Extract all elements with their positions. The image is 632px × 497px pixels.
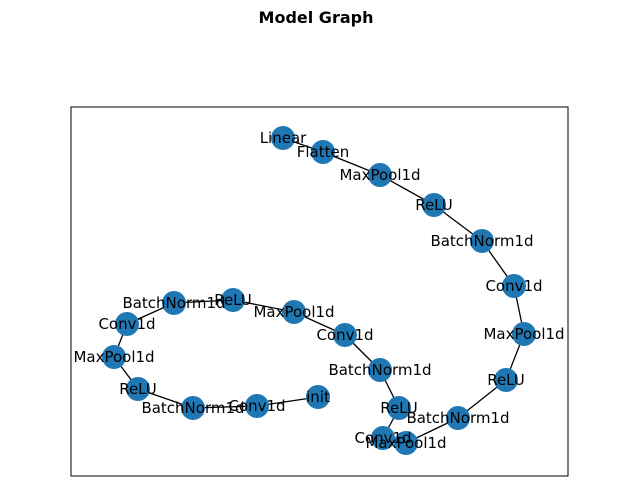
node-relu_d [221,288,245,312]
node-label-flatten: Flatten [297,143,350,161]
node-label-batchnorm_a: BatchNorm1d [430,232,533,250]
node-label-init: init [306,388,330,406]
node-batchnorm_e [181,396,205,420]
nodes-layer [102,126,536,455]
node-label-linear: Linear [260,129,307,147]
node-batchnorm_a [470,229,494,253]
node-conv_b [371,426,395,450]
node-label-relu_e: ReLU [119,380,157,398]
node-label-conv_b: Conv1d [354,429,411,447]
node-label-relu_c: ReLU [380,399,418,417]
node-init [306,385,330,409]
node-label-maxpool_d: MaxPool1d [253,303,334,321]
node-label-maxpool_e: MaxPool1d [73,348,154,366]
node-relu_c [387,396,411,420]
node-conv_a [502,274,526,298]
labels-layer: LinearFlattenMaxPool1dReLUBatchNorm1dCon… [73,129,564,452]
node-maxpool_c [394,431,418,455]
node-label-batchnorm_c: BatchNorm1d [328,361,431,379]
node-relu_a [422,193,446,217]
node-label-relu_d: ReLU [214,291,252,309]
node-batchnorm_c [368,358,392,382]
plot-frame [70,106,569,477]
node-label-batchnorm_b: BatchNorm1d [406,409,509,427]
node-label-conv_a: Conv1d [485,277,542,295]
node-maxpool_b [512,322,536,346]
node-label-conv_e: Conv1d [228,397,285,415]
node-maxpool_d [282,300,306,324]
node-relu_b [494,368,518,392]
node-label-relu_a: ReLU [415,196,453,214]
node-flatten [311,140,335,164]
node-label-batchnorm_d: BatchNorm1d [122,294,225,312]
node-maxpool_a [368,163,392,187]
node-label-conv_d: Conv1d [98,315,155,333]
node-linear [271,126,295,150]
node-label-maxpool_c: MaxPool1d [365,434,446,452]
node-conv_d [115,312,139,336]
node-maxpool_e [102,345,126,369]
node-label-conv_c: Conv1d [316,326,373,344]
node-batchnorm_d [162,291,186,315]
node-conv_e [245,394,269,418]
node-label-maxpool_b: MaxPool1d [483,325,564,343]
node-relu_e [126,377,150,401]
node-label-maxpool_a: MaxPool1d [339,166,420,184]
node-label-relu_b: ReLU [487,371,525,389]
node-batchnorm_b [446,406,470,430]
diagram-title: Model Graph [258,8,374,27]
node-label-batchnorm_e: BatchNorm1d [141,399,244,417]
node-conv_c [333,323,357,347]
